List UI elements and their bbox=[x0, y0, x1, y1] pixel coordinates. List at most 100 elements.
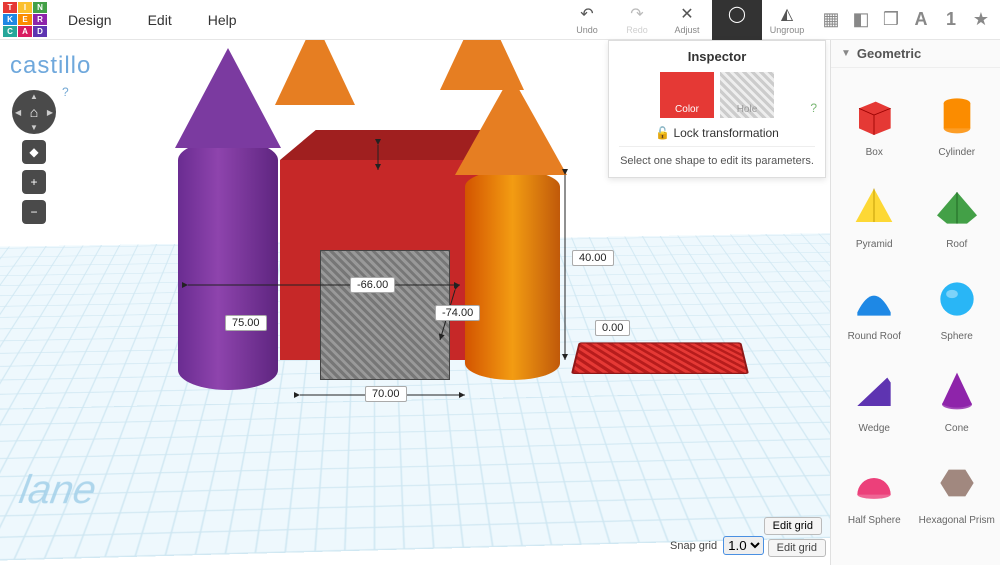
shape-label: Box bbox=[866, 147, 883, 158]
view-fit-button[interactable]: ◆ bbox=[22, 140, 46, 164]
shape-sphere[interactable]: Sphere bbox=[916, 256, 999, 348]
lock-label: Lock transformation bbox=[673, 126, 778, 140]
model-roof-purple[interactable] bbox=[175, 48, 281, 148]
logo-cell: A bbox=[18, 26, 32, 37]
hexprism-icon bbox=[929, 455, 985, 511]
redo-button[interactable]: ↷Redo bbox=[612, 0, 662, 40]
zoom-out-button[interactable]: − bbox=[22, 200, 46, 224]
view-home-button[interactable]: ▲ ▼ ◀ ▶ ⌂ bbox=[12, 90, 56, 134]
chevron-down-icon: ▼ bbox=[841, 48, 851, 59]
snap-grid-label: Snap grid bbox=[670, 540, 717, 552]
panel-collapse-button[interactable]: 〉 bbox=[830, 290, 831, 330]
shape-label: Sphere bbox=[941, 331, 973, 342]
dimension-label[interactable]: 75.00 bbox=[225, 315, 267, 331]
undo-button[interactable]: ↶Undo bbox=[562, 0, 612, 40]
adjust-icon: ✕ bbox=[680, 4, 693, 24]
shape-wedge[interactable]: Wedge bbox=[833, 348, 916, 440]
edit-grid-button[interactable]: Edit grid bbox=[764, 517, 822, 535]
dimension-label[interactable]: -66.00 bbox=[350, 277, 395, 293]
ungroup-label: Ungroup bbox=[770, 25, 805, 35]
dimension-label[interactable]: 0.00 bbox=[595, 320, 630, 336]
shape-label: Pyramid bbox=[856, 239, 893, 250]
logo-cell: C bbox=[3, 26, 17, 37]
category-label: Geometric bbox=[857, 46, 921, 61]
logo-cell: N bbox=[33, 2, 47, 13]
shape-label: Cone bbox=[945, 423, 969, 434]
shape-cone[interactable]: Cone bbox=[916, 348, 999, 440]
dimension-label[interactable]: -74.00 bbox=[435, 305, 480, 321]
stack-mode-icon[interactable]: ❒ bbox=[878, 7, 904, 33]
halfsphere-icon bbox=[846, 455, 902, 511]
shape-hexprism[interactable]: Hexagonal Prism bbox=[916, 440, 999, 532]
dimension-label[interactable]: 70.00 bbox=[365, 386, 407, 402]
shape-halfsphere[interactable]: Half Sphere bbox=[833, 440, 916, 532]
cube-mode-icon[interactable]: ◧ bbox=[848, 7, 874, 33]
model-tower-purple[interactable] bbox=[178, 140, 278, 390]
group-button[interactable]: ◯Group bbox=[712, 0, 762, 40]
color-swatch[interactable]: Color bbox=[660, 72, 714, 118]
dimension-label[interactable]: 40.00 bbox=[572, 250, 614, 266]
zoom-in-button[interactable]: + bbox=[22, 170, 46, 194]
shape-box[interactable]: Box bbox=[833, 72, 916, 164]
cylinder-icon bbox=[929, 87, 985, 143]
hole-swatch[interactable]: Hole bbox=[720, 72, 774, 118]
logo-cell: T bbox=[3, 2, 17, 13]
shape-cylinder[interactable]: Cylinder bbox=[916, 72, 999, 164]
inspector-help-icon[interactable]: ? bbox=[810, 101, 817, 115]
number-1-icon[interactable]: 1 bbox=[938, 7, 964, 33]
pyramid-icon bbox=[846, 179, 902, 235]
logo-cell: D bbox=[33, 26, 47, 37]
redo-label: Redo bbox=[626, 25, 648, 35]
grid-mode-icon[interactable]: ▦ bbox=[818, 7, 844, 33]
menu-help[interactable]: Help bbox=[190, 0, 255, 40]
project-name[interactable]: castillo bbox=[10, 52, 91, 80]
shape-ring[interactable] bbox=[916, 532, 999, 565]
sphere-icon bbox=[929, 271, 985, 327]
snap-grid-select[interactable]: 1.0 bbox=[723, 536, 764, 555]
menu-edit[interactable]: Edit bbox=[130, 0, 190, 40]
shape-label: Roof bbox=[946, 239, 967, 250]
edit-grid-button[interactable]: Edit grid bbox=[768, 539, 826, 557]
shapes-panel: 〉 ▼ Geometric Box Cylinder Pyramid Roof Roun… bbox=[830, 40, 1000, 565]
wedge-icon bbox=[846, 363, 902, 419]
undo-icon: ↶ bbox=[580, 4, 593, 24]
model-door[interactable] bbox=[320, 250, 450, 380]
category-header[interactable]: ▼ Geometric bbox=[831, 40, 1000, 68]
workplane-label: lane bbox=[16, 468, 100, 513]
shape-label: Hexagonal Prism bbox=[919, 515, 995, 526]
shape-label: Round Roof bbox=[848, 331, 901, 342]
inspector-panel: Inspector ? Color Hole 🔓 Lock transforma… bbox=[608, 40, 826, 178]
model-roof-orange[interactable] bbox=[455, 75, 567, 175]
lock-icon: 🔓 bbox=[655, 126, 670, 140]
roundroof-icon bbox=[846, 271, 902, 327]
home-icon: ⌂ bbox=[30, 104, 38, 120]
help-hint-icon[interactable]: ? bbox=[62, 85, 69, 99]
shape-roof[interactable]: Roof bbox=[916, 164, 999, 256]
shape-egg[interactable] bbox=[833, 532, 916, 565]
logo[interactable]: TINKERCAD bbox=[0, 0, 50, 40]
egg-icon bbox=[846, 558, 902, 565]
model-red-plate[interactable] bbox=[571, 342, 749, 374]
model-tower-orange[interactable] bbox=[465, 170, 560, 380]
model-roof-back[interactable] bbox=[275, 40, 355, 105]
text-a-icon[interactable]: A bbox=[908, 7, 934, 33]
adjust-label: Adjust bbox=[674, 25, 699, 35]
box-icon bbox=[846, 87, 902, 143]
inspector-note: Select one shape to edit its parameters. bbox=[619, 146, 815, 167]
undo-label: Undo bbox=[576, 25, 598, 35]
shape-pyramid[interactable]: Pyramid bbox=[833, 164, 916, 256]
shape-roundroof[interactable]: Round Roof bbox=[833, 256, 916, 348]
logo-cell: K bbox=[3, 14, 17, 25]
group-icon: ◯ bbox=[728, 4, 746, 24]
logo-cell: I bbox=[18, 2, 32, 13]
inspector-title: Inspector bbox=[619, 49, 815, 64]
shape-label: Cylinder bbox=[938, 147, 975, 158]
lock-transformation-toggle[interactable]: 🔓 Lock transformation bbox=[619, 126, 815, 140]
roof-icon bbox=[929, 179, 985, 235]
redo-icon: ↷ bbox=[630, 4, 643, 24]
logo-cell: E bbox=[18, 14, 32, 25]
ungroup-button[interactable]: ◭Ungroup bbox=[762, 0, 812, 40]
adjust-button[interactable]: ✕Adjust bbox=[662, 0, 712, 40]
menu-design[interactable]: Design bbox=[50, 0, 130, 40]
star-icon[interactable]: ★ bbox=[968, 7, 994, 33]
